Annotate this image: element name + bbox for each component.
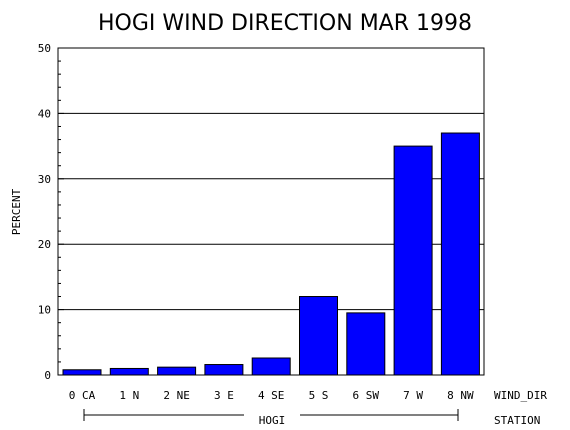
x-tick-label: 1 N [119,389,139,402]
x-tick-label: 7 W [403,389,423,402]
x-tick-label: 0 CA [69,389,96,402]
x-tick-label: 2 NE [163,389,190,402]
x-tick-label: 5 S [309,389,329,402]
group-bracket [83,409,459,421]
bar [440,132,480,376]
bar [299,296,338,376]
x-tick-label: 3 E [214,389,234,402]
bar [62,369,102,376]
x-axis-label: WIND_DIR [494,389,547,402]
plot-frame [57,47,485,376]
bar [109,367,149,376]
x-tick-label: 8 NW [447,389,474,402]
y-ticks: 0 10 20 30 40 50 [38,42,64,382]
group-axis-label: STATION [494,414,540,427]
y-tick-label: 0 [44,369,51,382]
y-tick-label: 10 [38,304,51,317]
y-tick-label: 50 [38,42,51,55]
group-label: HOGI [259,414,286,427]
x-tick-label: 4 SE [258,389,285,402]
bar [204,364,244,376]
x-tick-label: 6 SW [353,389,380,402]
y-tick-label: 20 [38,238,51,251]
y-tick-label: 30 [38,173,51,186]
bar [251,357,291,376]
x-tick-labels: 0 CA 1 N 2 NE 3 E 4 SE 5 S 6 SW 7 W 8 NW [69,389,474,402]
chart-title: HOGI WIND DIRECTION MAR 1998 [98,11,472,36]
y-tick-label: 40 [38,107,51,120]
bar [346,312,386,376]
bar [393,145,433,376]
bar [157,366,197,376]
y-axis-label: PERCENT [10,188,23,235]
bars [62,132,480,376]
